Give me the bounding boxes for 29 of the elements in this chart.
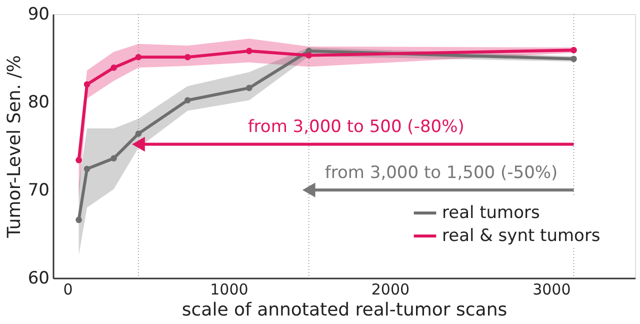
point [135,130,142,137]
point [110,155,117,162]
x-axis-title: scale of annotated real-tumor scans [182,300,508,320]
point [246,48,252,54]
point [135,54,142,60]
x-tick-label: 0 [63,280,73,298]
point [76,156,82,164]
x-tick-label: 3000 [532,280,571,298]
y-axis-title: Tumor-Level Sen. /% [4,55,25,239]
point [76,216,82,224]
point [246,84,252,92]
y-tick-label: 70 [28,180,50,200]
x-tick-label: 2000 [371,280,410,298]
point [184,54,191,60]
point [570,56,577,62]
y-tick-label: 60 [28,268,50,288]
point [110,64,117,71]
legend-label: real tumors [442,203,540,223]
y-tick-label: 90 [28,4,50,24]
point [570,46,577,54]
x-tick-label: 1000 [210,280,248,298]
annotation: from 3,000 to 1,500 (-50%) [324,163,558,183]
point [84,81,90,88]
point [84,166,90,172]
point [184,97,191,104]
point [306,52,312,59]
annotation: from 3,000 to 500 (-80%) [248,117,464,138]
y-tick-label: 80 [28,92,50,112]
legend-label: real & synt tumors [442,226,600,246]
